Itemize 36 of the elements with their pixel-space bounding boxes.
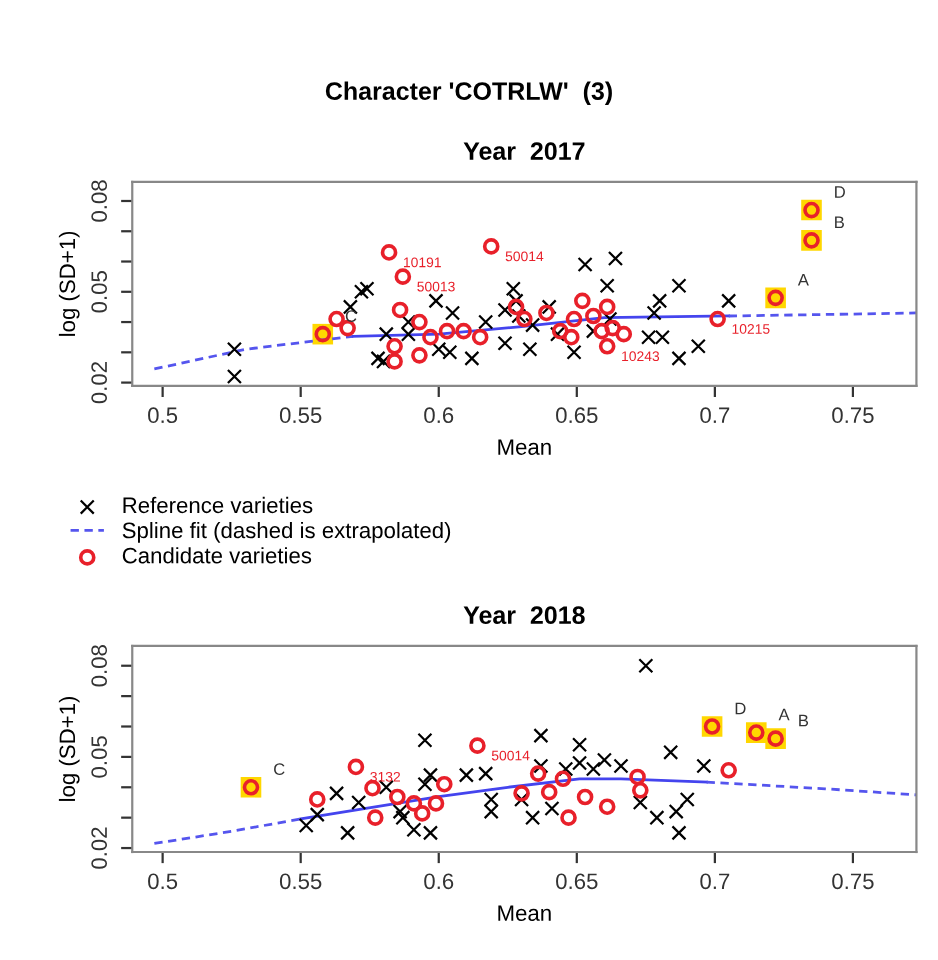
x-tick-label: 0.5 bbox=[148, 407, 178, 424]
y-tick-label: 0.05 bbox=[91, 271, 108, 313]
chart-title: Character 'COTRLW' (3) bbox=[325, 81, 612, 105]
x-tick-label: 0.65 bbox=[556, 407, 598, 424]
annotation: B bbox=[799, 714, 809, 727]
x-tick-label: 0.6 bbox=[424, 407, 454, 424]
annotation: D bbox=[835, 186, 845, 198]
x-tick-label: 0.7 bbox=[700, 873, 730, 890]
legend-label: Reference varieties bbox=[123, 496, 313, 514]
x-tick-label: 0.55 bbox=[279, 407, 322, 424]
annotation: A bbox=[778, 708, 790, 721]
y-tick-label: 0.08 bbox=[91, 180, 108, 222]
chart-title: Year 2018 bbox=[463, 606, 585, 625]
legend-label: Spline fit (dashed is extrapolated) bbox=[122, 521, 451, 543]
y-tick-label: 0.08 bbox=[91, 645, 108, 687]
y-tick-label: 0.05 bbox=[91, 736, 108, 778]
x-tick-label: 0.7 bbox=[700, 407, 730, 424]
annotation: C bbox=[345, 310, 357, 322]
x-tick-label: 0.6 bbox=[424, 873, 454, 890]
y-tick-label: 0.02 bbox=[91, 827, 108, 869]
y-axis-title: log (SD+1) bbox=[58, 231, 80, 336]
x-tick-label: 0.75 bbox=[832, 873, 874, 890]
annotation: C bbox=[274, 763, 285, 776]
x-tick-label: 0.5 bbox=[148, 873, 178, 890]
legend-label: Candidate varieties bbox=[122, 547, 312, 564]
x-tick-label: 0.55 bbox=[279, 873, 322, 890]
x-tick-label: 0.65 bbox=[556, 873, 598, 890]
x-axis-title: Mean bbox=[498, 439, 551, 455]
chart-subtitle: Year 2017 bbox=[463, 142, 585, 160]
y-axis-title: log (SD+1) bbox=[58, 696, 80, 801]
annotation: D bbox=[735, 702, 746, 715]
y-tick-label: 0.02 bbox=[91, 362, 108, 404]
x-tick-label: 0.75 bbox=[832, 407, 874, 424]
x-axis-title: Mean bbox=[498, 905, 551, 921]
annotation: A bbox=[797, 274, 809, 286]
annotation: B bbox=[835, 216, 844, 228]
